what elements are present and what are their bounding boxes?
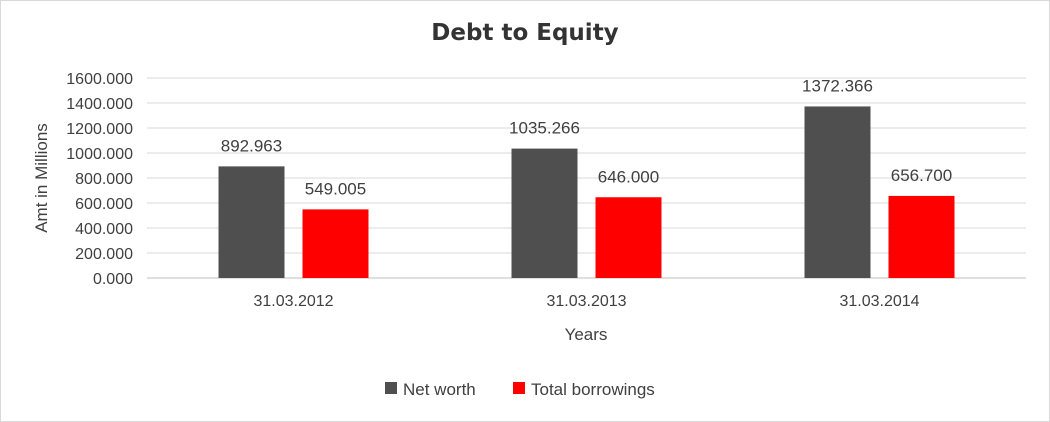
data-label: 1372.366 (802, 76, 873, 95)
bar-net-worth (218, 166, 285, 278)
x-tick-label: 31.03.2013 (546, 293, 626, 310)
data-label: 892.963 (221, 136, 282, 155)
chart-title: Debt to Equity (431, 20, 619, 46)
data-label: 646.000 (598, 167, 659, 186)
y-axis-ticks: 0.000 200.000 400.000 600.000 800.000 1000.00… (66, 71, 133, 288)
x-tick-label: 31.03.2012 (253, 293, 333, 310)
y-tick-label: 0.000 (93, 271, 133, 288)
bar-total-borrowings (302, 209, 369, 278)
legend-item: Net worth (385, 380, 476, 399)
x-axis-label: Years (565, 325, 608, 344)
y-tick-label: 200.000 (75, 246, 133, 263)
bars (218, 106, 955, 278)
y-tick-label: 600.000 (75, 196, 133, 213)
x-tick-label: 31.03.2014 (839, 293, 919, 310)
y-tick-label: 1000.000 (66, 146, 133, 163)
data-label: 1035.266 (509, 119, 580, 138)
legend-swatch (385, 382, 397, 394)
legend-swatch (513, 382, 525, 394)
legend: Net worth Total borrowings (385, 380, 655, 399)
bar-total-borrowings (888, 195, 955, 278)
y-tick-label: 1400.000 (66, 96, 133, 113)
y-tick-label: 800.000 (75, 171, 133, 188)
legend-label: Net worth (403, 380, 476, 399)
y-tick-label: 1600.000 (66, 71, 133, 88)
legend-item: Total borrowings (513, 380, 655, 399)
data-label: 656.700 (891, 166, 952, 185)
data-label: 549.005 (305, 179, 366, 198)
y-tick-label: 400.000 (75, 221, 133, 238)
bar-net-worth (511, 148, 578, 278)
x-axis-ticks: 31.03.2012 31.03.2013 31.03.2014 (253, 293, 919, 310)
data-labels: 892.963 549.005 1035.266 646.000 1372.366 656… (221, 76, 952, 198)
bar-net-worth (804, 106, 871, 278)
y-tick-label: 1200.000 (66, 121, 133, 138)
y-axis-label: Amt in Millions (32, 123, 51, 233)
gridlines (147, 77, 1026, 279)
legend-label: Total borrowings (531, 380, 655, 399)
bar-total-borrowings (595, 197, 662, 278)
